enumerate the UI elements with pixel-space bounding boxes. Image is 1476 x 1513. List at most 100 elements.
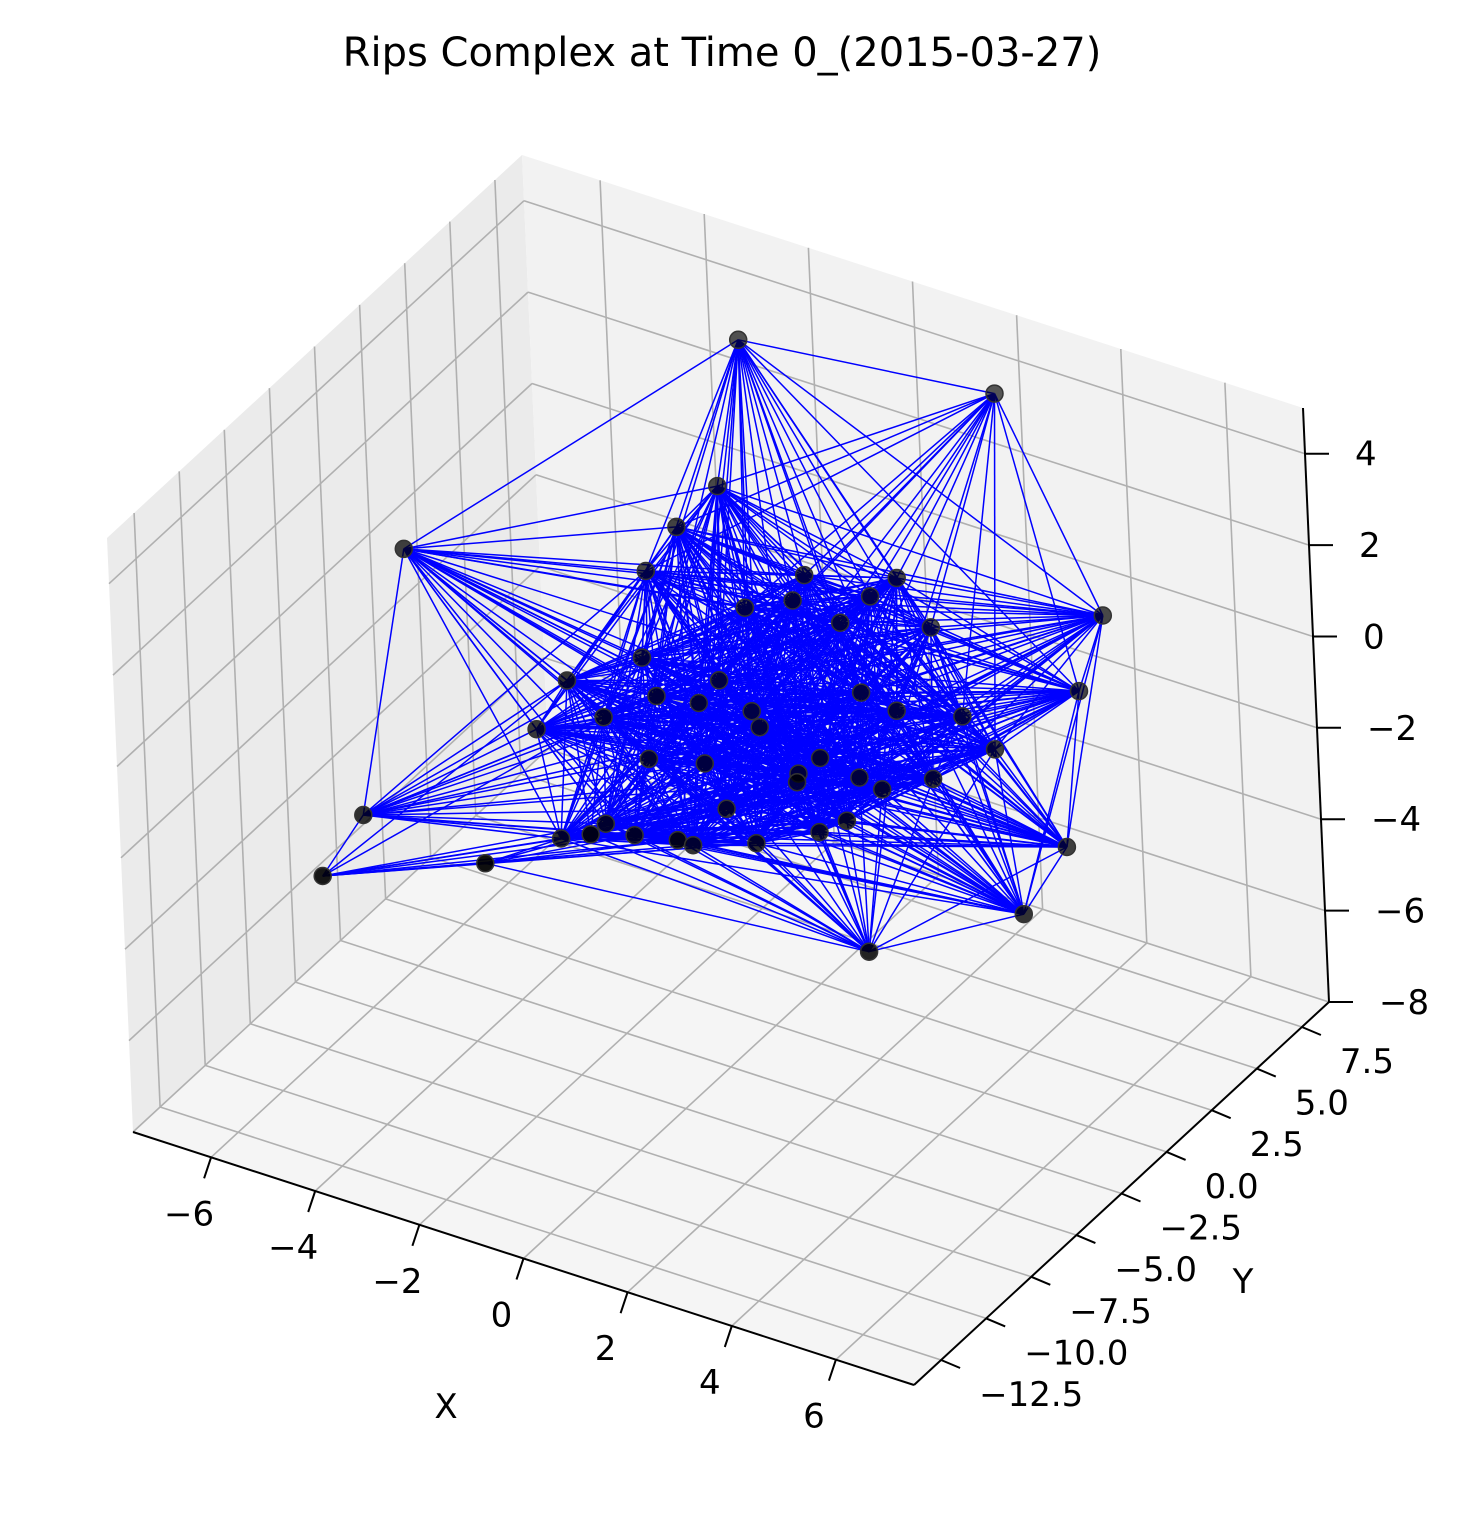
rips-edge: [756, 748, 996, 844]
rips-edge: [675, 526, 963, 718]
grid-line-y-left: [494, 179, 522, 775]
rips-point: [394, 539, 414, 559]
rips-point: [581, 825, 600, 844]
rips-point: [851, 683, 871, 702]
rips-point: [1014, 904, 1034, 924]
grid-line-y-left: [313, 346, 342, 941]
rips-point: [985, 740, 1005, 759]
rips-point: [810, 748, 830, 768]
grid-line-z-back: [523, 199, 1306, 455]
axis-lines: [132, 407, 1353, 1386]
rips-edge: [403, 548, 720, 681]
rips-edge: [755, 842, 870, 953]
rips-point: [887, 568, 906, 588]
y-tick-mark: [940, 1359, 961, 1369]
y-tick-label: 5.0: [1295, 1084, 1349, 1124]
grid-line-y-floor: [295, 981, 1077, 1236]
z-tick-label: −8: [1379, 983, 1429, 1023]
rips-point: [1057, 837, 1077, 857]
rips-edge: [819, 831, 1067, 848]
rips-edge: [868, 913, 1024, 953]
rips-edge: [566, 656, 643, 682]
rips-edge: [869, 595, 996, 750]
x-tick-mark: [515, 1258, 525, 1280]
rips-edge: [896, 710, 1025, 915]
rips-point: [632, 648, 652, 667]
rips-edge: [846, 692, 862, 821]
rips-edge: [846, 715, 963, 822]
rips-edge: [1066, 615, 1104, 848]
rips-edge: [716, 485, 898, 579]
rips-edge: [645, 570, 746, 609]
rips-edge: [403, 526, 677, 550]
rips-point: [921, 618, 941, 637]
rips-edge: [634, 776, 860, 836]
rips-edge: [961, 614, 1104, 718]
rips-edge: [737, 339, 898, 579]
rips-edge: [602, 717, 636, 836]
rips-edge: [536, 715, 963, 730]
rips-point: [1093, 606, 1113, 625]
rips-edge: [860, 577, 898, 693]
rips-edge: [993, 393, 996, 750]
rips-edge: [846, 820, 1025, 915]
rips-point: [830, 613, 850, 632]
rips-edge: [645, 570, 848, 822]
rips-edge: [560, 837, 870, 953]
rips-point: [794, 565, 814, 585]
rips-edge: [932, 748, 996, 780]
rips-edge: [692, 778, 934, 846]
rips-edge: [560, 837, 1024, 915]
grid-line-y-left: [449, 221, 477, 816]
rips-edge: [656, 691, 862, 697]
rips-edge: [566, 626, 931, 682]
rips-edge: [645, 570, 860, 779]
rips-edge: [930, 627, 996, 750]
rips-edge: [641, 656, 720, 682]
grid-line-y-floor: [204, 1064, 987, 1320]
rips-edge: [605, 781, 798, 825]
y-tick-label: −2.5: [1160, 1209, 1243, 1249]
rips-edge: [726, 808, 1025, 915]
rips-edge: [363, 814, 562, 840]
rips-edge: [819, 757, 848, 821]
grid-line-y-floor: [340, 939, 1122, 1195]
z-tick-label: 2: [1359, 526, 1381, 566]
rips-edge: [602, 570, 647, 718]
x-tick-label: 6: [803, 1397, 825, 1437]
rips-edge: [803, 393, 996, 576]
y-tick-label: 7.5: [1340, 1042, 1394, 1082]
x-tick-label: −6: [164, 1194, 214, 1234]
rips-edge: [634, 831, 820, 836]
rips-point: [985, 384, 1004, 403]
rips-edge: [403, 548, 562, 839]
x-tick-mark: [827, 1359, 837, 1382]
rips-edge: [717, 392, 995, 487]
rips-edge: [859, 715, 963, 779]
y-axis-label: Y: [1232, 1262, 1254, 1302]
rips-point: [689, 693, 709, 713]
rips-edge: [535, 729, 562, 839]
rips-edge: [590, 833, 870, 953]
rips-point: [728, 330, 748, 350]
rips-edge: [804, 574, 1103, 617]
rips-edge: [896, 393, 996, 579]
rips-point: [709, 671, 729, 690]
rips-edge: [536, 728, 727, 810]
rips-edge: [566, 679, 699, 704]
rips-edge: [603, 715, 963, 718]
rips-edge: [716, 339, 739, 487]
rips-edge: [718, 679, 996, 751]
rips-edge: [860, 692, 883, 790]
rips-edge: [603, 716, 706, 765]
rips-edge: [560, 570, 647, 839]
grid-line-y-left: [223, 429, 252, 1024]
rips-edge: [603, 716, 848, 822]
rips-edge: [796, 692, 862, 783]
x-axis-label: X: [434, 1387, 457, 1427]
x-tick-mark: [411, 1224, 421, 1247]
rips-edge: [675, 339, 739, 528]
rips-edge: [796, 781, 848, 822]
tick-labels: −6 −4 −2 0 2 4 6 −12.5−10.0−7.5−5.0−2.50.02.55.…: [164, 435, 1429, 1437]
rips-edge: [634, 781, 798, 836]
